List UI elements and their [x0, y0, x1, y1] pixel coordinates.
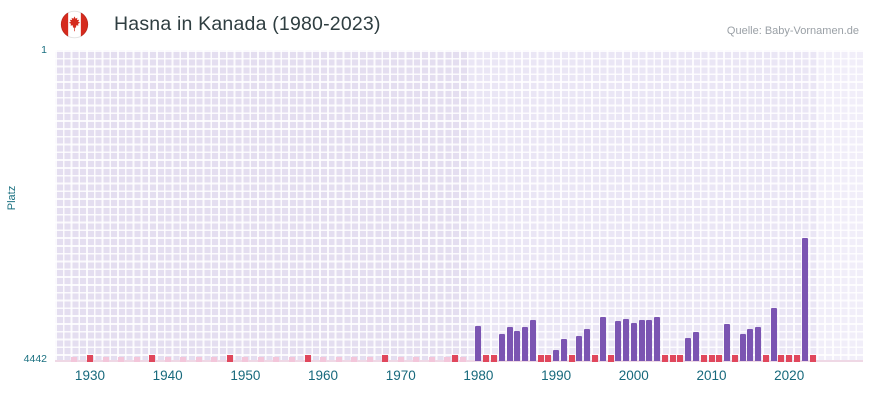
plot-region-pre-data — [55, 50, 467, 361]
unranked-marker-1938 — [149, 355, 156, 362]
bar-1996[interactable] — [599, 317, 606, 361]
unranked-marker-1995 — [591, 355, 598, 362]
x-tick-label-2000: 2000 — [618, 368, 649, 383]
bar-2000[interactable] — [630, 323, 637, 361]
bar-2008[interactable] — [692, 332, 699, 361]
gap-tick-1952 — [257, 357, 264, 362]
unranked-marker-2009 — [700, 355, 707, 362]
bar-1994[interactable] — [584, 329, 591, 361]
gap-tick-1956 — [288, 357, 295, 362]
unranked-marker-2020 — [786, 355, 793, 362]
x-axis-line — [55, 360, 863, 362]
x-tick-label-1960: 1960 — [308, 368, 339, 383]
bar-2001[interactable] — [638, 320, 645, 361]
y-axis-top-label: 1 — [41, 44, 47, 56]
gap-tick-1974 — [428, 357, 435, 362]
x-tick-label-1940: 1940 — [152, 368, 183, 383]
bar-1993[interactable] — [576, 336, 583, 361]
bar-1998[interactable] — [615, 320, 622, 361]
gap-tick-1942 — [180, 357, 187, 362]
unranked-marker-1992 — [568, 355, 575, 362]
page-title: Hasna in Kanada (1980-2023) — [114, 13, 381, 35]
gap-tick-1960 — [320, 357, 327, 362]
gap-tick-1944 — [195, 357, 202, 362]
unranked-marker-2017 — [762, 355, 769, 362]
gap-tick-1966 — [366, 357, 373, 362]
bar-2003[interactable] — [654, 317, 661, 361]
gap-tick-1932 — [102, 357, 109, 362]
x-tick-label-1950: 1950 — [230, 368, 261, 383]
unranked-marker-1988 — [537, 355, 544, 362]
bar-1986[interactable] — [522, 326, 529, 361]
unranked-marker-1930 — [86, 355, 93, 362]
plot-region-data-era — [466, 50, 817, 361]
unranked-marker-1989 — [545, 355, 552, 362]
x-tick-label-1990: 1990 — [541, 368, 572, 383]
unranked-marker-2005 — [669, 355, 676, 362]
bar-2018[interactable] — [770, 308, 777, 361]
gap-tick-1950 — [242, 357, 249, 362]
gap-tick-1934 — [118, 357, 125, 362]
bar-2022[interactable] — [801, 238, 808, 361]
y-axis-bottom-label: 4442 — [23, 353, 47, 365]
unranked-marker-1997 — [607, 355, 614, 362]
bar-2016[interactable] — [755, 327, 762, 361]
source-attribution: Quelle: Baby-Vornamen.de — [726, 25, 859, 37]
canada-flag-icon — [60, 10, 89, 39]
bar-1990[interactable] — [553, 350, 560, 361]
gap-tick-1962 — [335, 357, 342, 362]
gap-tick-1964 — [351, 357, 358, 362]
bar-2002[interactable] — [646, 319, 653, 361]
unranked-marker-2021 — [793, 355, 800, 362]
x-tick-label-2010: 2010 — [696, 368, 727, 383]
x-axis: 1930 1940 1950 1960 1970 1980 1990 2000 2010 2020 — [55, 368, 863, 390]
gap-tick-1970 — [397, 357, 404, 362]
bar-2014[interactable] — [739, 334, 746, 361]
x-tick-label-1930: 1930 — [74, 368, 105, 383]
gap-tick-1978 — [459, 357, 466, 362]
gap-tick-1954 — [273, 357, 280, 362]
bar-1985[interactable] — [514, 330, 521, 361]
gap-tick-1976 — [444, 357, 451, 362]
bar-1984[interactable] — [506, 326, 513, 361]
unranked-marker-2013 — [731, 355, 738, 362]
unranked-marker-2019 — [778, 355, 785, 362]
gap-tick-1936 — [133, 357, 140, 362]
bar-1983[interactable] — [498, 334, 505, 361]
bar-1987[interactable] — [529, 320, 536, 361]
bar-2015[interactable] — [747, 329, 754, 361]
y-axis-title: Platz — [6, 185, 18, 211]
plot-region-post-data — [816, 50, 863, 361]
unranked-marker-2023 — [809, 355, 816, 362]
x-tick-label-1980: 1980 — [463, 368, 494, 383]
unranked-marker-2004 — [661, 355, 668, 362]
gap-tick-1940 — [164, 357, 171, 362]
unranked-marker-1982 — [490, 355, 497, 362]
unranked-marker-1958 — [304, 355, 311, 362]
unranked-marker-1981 — [483, 355, 490, 362]
unranked-marker-1948 — [226, 355, 233, 362]
unranked-marker-2011 — [716, 355, 723, 362]
unranked-marker-2006 — [677, 355, 684, 362]
x-tick-label-1970: 1970 — [385, 368, 416, 383]
unranked-marker-1977 — [452, 355, 459, 362]
bar-2007[interactable] — [685, 337, 692, 361]
unranked-marker-1968 — [382, 355, 389, 362]
plot-area — [55, 50, 863, 362]
unranked-marker-2010 — [708, 355, 715, 362]
bar-2012[interactable] — [724, 324, 731, 361]
gap-tick-1972 — [413, 357, 420, 362]
gap-tick-1928 — [71, 357, 78, 362]
bar-1980[interactable] — [475, 325, 482, 361]
gap-tick-1946 — [211, 357, 218, 362]
bar-1991[interactable] — [560, 339, 567, 361]
x-tick-label-2020: 2020 — [774, 368, 805, 383]
bar-1999[interactable] — [623, 318, 630, 361]
